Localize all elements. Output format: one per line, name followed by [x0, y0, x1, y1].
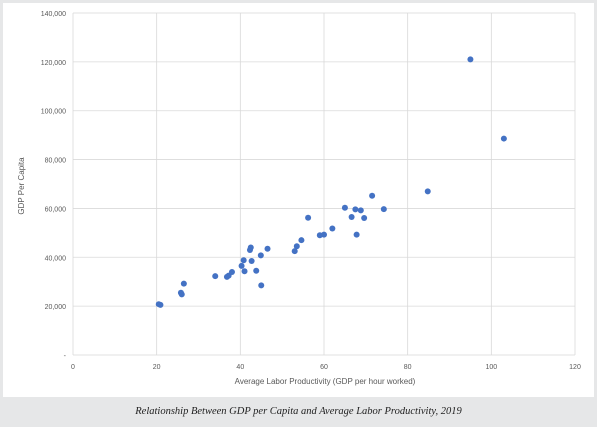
chart-panel: - 20,000 40,000 60,000 80,000 100,000 120,000 1… [3, 3, 594, 397]
data-point [467, 56, 474, 63]
data-point [157, 301, 164, 308]
x-tick-label: 120 [569, 364, 581, 371]
data-point [380, 206, 387, 213]
data-point [212, 273, 219, 280]
data-point [241, 268, 248, 275]
scatter-chart: - 20,000 40,000 60,000 80,000 100,000 120,000 1… [17, 11, 581, 386]
y-tick-label: 100,000 [41, 109, 66, 116]
data-point [180, 280, 187, 287]
x-tick-label: 60 [320, 364, 328, 371]
data-point [248, 257, 255, 264]
x-tick-label: 40 [236, 364, 244, 371]
data-point [329, 225, 336, 232]
tick-labels: - 20,000 40,000 60,000 80,000 100,000 120,000 1… [41, 11, 581, 371]
data-point [369, 192, 376, 199]
x-tick-label: 100 [485, 364, 497, 371]
data-point [228, 268, 235, 275]
figure-caption: Relationship Between GDP per Capita and … [135, 406, 462, 417]
y-tick-label: - [64, 353, 67, 360]
y-tick-label: 40,000 [45, 255, 67, 262]
grid-layer [72, 12, 576, 356]
data-point [257, 252, 264, 259]
data-point [348, 213, 355, 220]
data-point [247, 244, 254, 251]
y-tick-label: 20,000 [45, 304, 67, 311]
data-point [238, 262, 245, 269]
data-point [353, 231, 360, 238]
data-point [352, 206, 359, 213]
data-point [291, 248, 298, 255]
data-point [361, 214, 368, 221]
data-point [500, 135, 507, 142]
x-tick-label: 20 [153, 364, 161, 371]
data-point [293, 243, 300, 250]
data-point [258, 282, 265, 289]
data-point [298, 237, 305, 244]
data-point [357, 207, 364, 214]
y-tick-label: 80,000 [45, 158, 67, 165]
y-tick-label: 140,000 [41, 11, 66, 18]
data-point [341, 204, 348, 211]
y-axis-title: GDP Per Capita [17, 157, 26, 215]
x-tick-label: 0 [71, 364, 75, 371]
data-point [240, 257, 247, 264]
data-point [305, 214, 312, 221]
data-point [264, 245, 271, 252]
data-point [424, 188, 431, 195]
y-tick-label: 60,000 [45, 206, 67, 213]
x-axis-title: Average Labor Productivity (GDP per hour… [235, 377, 416, 386]
data-point [178, 291, 185, 298]
data-points [155, 56, 507, 308]
data-point [321, 231, 327, 238]
y-tick-label: 120,000 [41, 60, 66, 67]
x-tick-label: 80 [404, 364, 412, 371]
data-point [253, 267, 260, 274]
